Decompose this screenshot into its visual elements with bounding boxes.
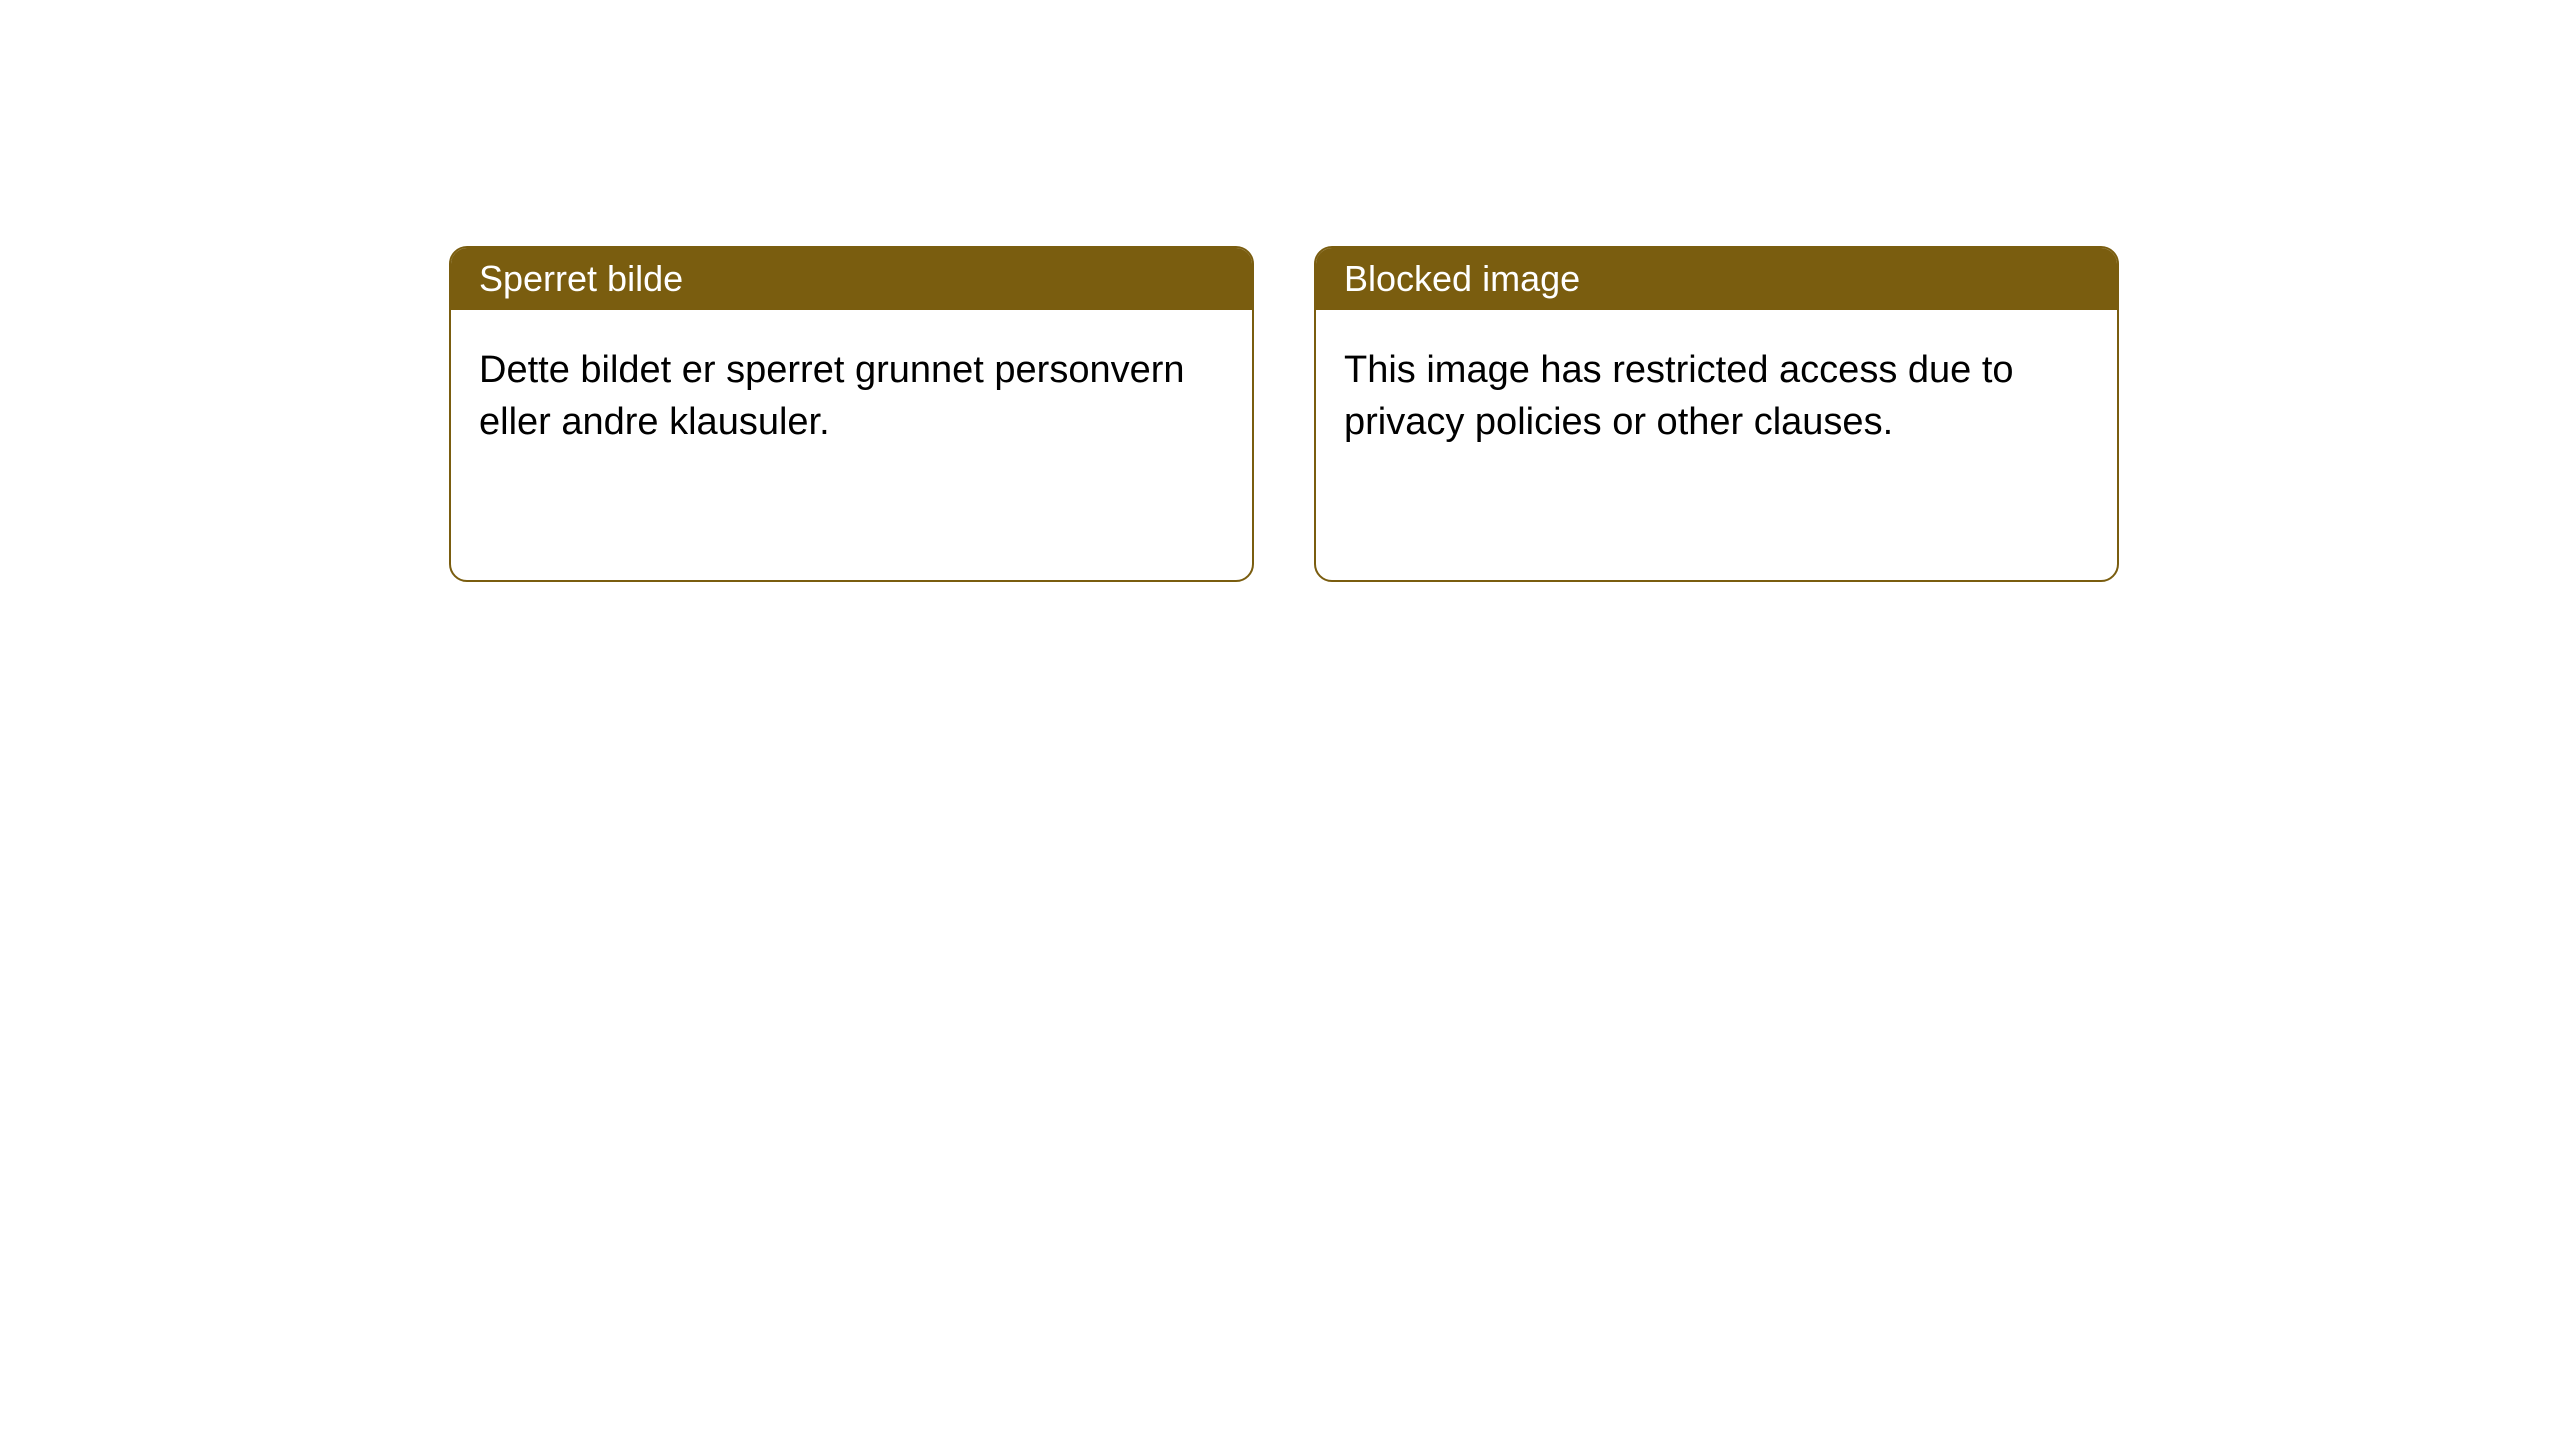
card-header-en: Blocked image [1316, 248, 2117, 310]
blocked-image-card-no: Sperret bilde Dette bildet er sperret gr… [449, 246, 1254, 582]
card-title-no: Sperret bilde [479, 258, 683, 299]
blocked-image-cards: Sperret bilde Dette bildet er sperret gr… [449, 246, 2119, 582]
card-body-en: This image has restricted access due to … [1316, 310, 2117, 580]
card-header-no: Sperret bilde [451, 248, 1252, 310]
card-message-no: Dette bildet er sperret grunnet personve… [479, 349, 1185, 443]
blocked-image-card-en: Blocked image This image has restricted … [1314, 246, 2119, 582]
card-title-en: Blocked image [1344, 258, 1580, 299]
card-body-no: Dette bildet er sperret grunnet personve… [451, 310, 1252, 580]
card-message-en: This image has restricted access due to … [1344, 349, 2014, 443]
